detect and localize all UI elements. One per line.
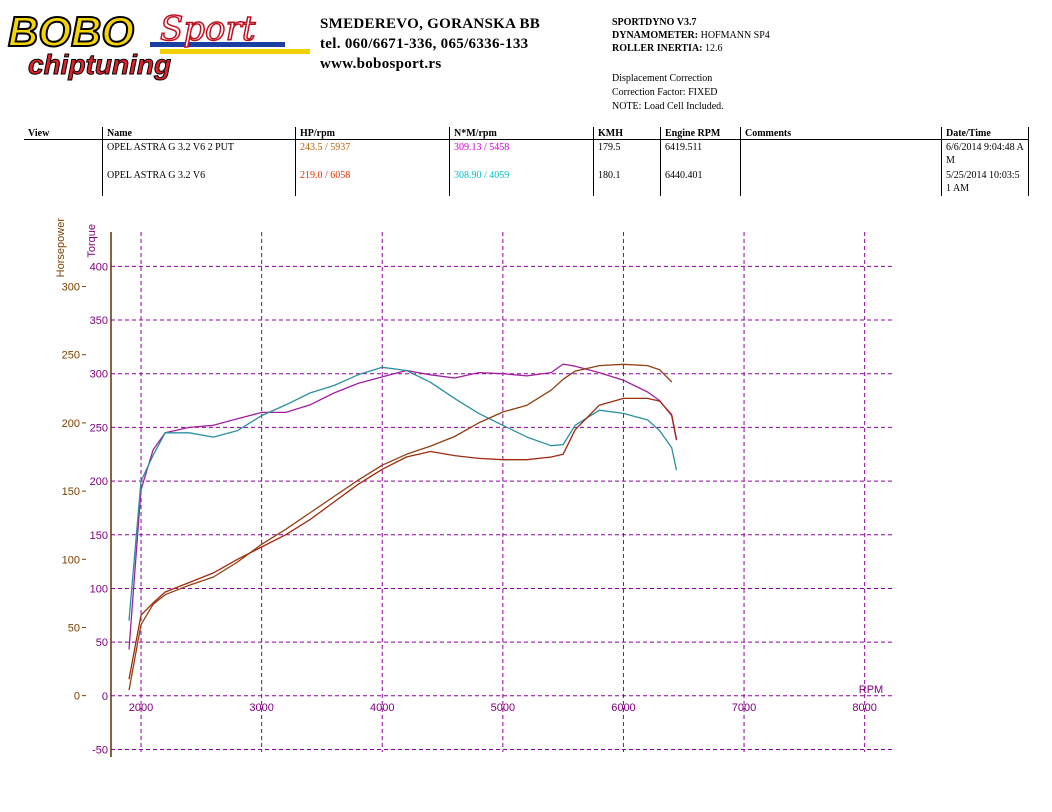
label: DYNAMOMETER: xyxy=(612,30,699,41)
x-tick-label: 7000 xyxy=(732,702,756,714)
notes: Displacement Correction Correction Facto… xyxy=(612,72,724,114)
x-tick-label: 3000 xyxy=(249,702,273,714)
note: NOTE: Load Cell Included. xyxy=(612,101,724,112)
note: Correction Factor: FIXED xyxy=(612,87,718,98)
y2-tick-label: 100 xyxy=(62,554,80,566)
column-header: Date/Time xyxy=(941,127,1029,140)
y-tick-label: 200 xyxy=(90,476,108,488)
y-tick-label: -50 xyxy=(92,744,108,756)
y2-tick-label: 0 xyxy=(74,691,80,703)
software: SPORTDYNO V3.7 xyxy=(612,17,697,28)
x-tick-label: 6000 xyxy=(611,702,635,714)
column-header: HP/rpm xyxy=(295,127,450,140)
run-row: OPEL ASTRA G 3.2 V6 2 PUT 243.5 / 5937 3… xyxy=(24,139,1029,168)
y-axis-title: Torque xyxy=(86,224,98,258)
y-tick-label: 0 xyxy=(102,691,108,703)
value: HOFMANN SP4 xyxy=(700,30,770,41)
cell: 309.13 / 5458 xyxy=(449,139,594,168)
logo: BOBO Sport chiptuning xyxy=(7,7,310,81)
logo-stripe xyxy=(160,49,310,54)
cell: 179.5 xyxy=(593,139,661,168)
y-tick-label: 150 xyxy=(90,530,108,542)
y-tick-label: 50 xyxy=(96,637,108,649)
cell: 6440.401 xyxy=(660,168,741,196)
address-line: tel. 060/6671-336, 065/6336-133 xyxy=(320,36,529,52)
y-tick-label: 350 xyxy=(90,315,108,327)
note: Displacement Correction xyxy=(612,73,713,84)
cell: 5/25/2014 10:03:51 AM xyxy=(941,168,1029,196)
address-line: www.bobosport.rs xyxy=(320,56,442,72)
y2-tick-label: 50 xyxy=(68,622,80,634)
cell: 219.0 / 6058 xyxy=(295,168,450,196)
y-tick-label: 250 xyxy=(90,422,108,434)
x-tick-label: 8000 xyxy=(852,702,876,714)
run-row: OPEL ASTRA G 3.2 V6 219.0 / 6058 308.90 … xyxy=(24,168,1029,196)
x-axis-title: RPM xyxy=(859,684,883,696)
cell: 243.5 / 5937 xyxy=(295,139,450,168)
cell: 6419.511 xyxy=(660,139,741,168)
series-line xyxy=(128,397,678,680)
x-tick-label: 2000 xyxy=(129,702,153,714)
logo-stripe xyxy=(150,42,285,47)
column-header: Name xyxy=(102,127,296,140)
y-tick-label: 400 xyxy=(90,261,108,273)
x-tick-label: 4000 xyxy=(370,702,394,714)
cell: OPEL ASTRA G 3.2 V6 2 PUT xyxy=(102,139,296,168)
run-table: View Name HP/rpm N*M/rpm KMH Engine RPM … xyxy=(24,127,1029,196)
cell xyxy=(740,139,942,168)
cell xyxy=(740,168,942,196)
y2-tick-label: 150 xyxy=(62,486,80,498)
cell: 6/6/2014 9:04:48 AM xyxy=(941,139,1029,168)
software-info: SPORTDYNO V3.7 DYNAMOMETER: HOFMANN SP4 … xyxy=(612,16,770,55)
column-header: KMH xyxy=(593,127,661,140)
cell: 180.1 xyxy=(593,168,661,196)
column-header: Engine RPM xyxy=(660,127,741,140)
logo-brand: BOBO xyxy=(8,8,134,55)
y2-axis-title: Horsepower xyxy=(55,218,67,278)
y2-tick-label: 300 xyxy=(62,282,80,294)
column-header: N*M/rpm xyxy=(449,127,594,140)
logo-tagline: chiptuning xyxy=(28,49,171,80)
y2-tick-label: 250 xyxy=(62,350,80,362)
column-header: Comments xyxy=(740,127,942,140)
series-line xyxy=(128,366,678,621)
address-line: SMEDEREVO, GORANSKA BB xyxy=(320,16,541,32)
column-header: View xyxy=(24,127,103,140)
value: 12.6 xyxy=(705,43,723,54)
y-tick-label: 300 xyxy=(90,369,108,381)
x-tick-label: 5000 xyxy=(491,702,515,714)
cell: 308.90 / 4059 xyxy=(449,168,594,196)
header-row: View Name HP/rpm N*M/rpm KMH Engine RPM … xyxy=(24,127,1029,140)
address: SMEDEREVO, GORANSKA BB tel. 060/6671-336… xyxy=(320,14,540,74)
y-tick-label: 100 xyxy=(90,583,108,595)
series-line xyxy=(128,363,678,650)
y2-tick-label: 200 xyxy=(62,418,80,430)
cell: OPEL ASTRA G 3.2 V6 xyxy=(102,168,296,196)
series-line xyxy=(128,363,673,691)
logo-script: Sport xyxy=(160,9,256,49)
label: ROLLER INERTIA: xyxy=(612,43,703,54)
